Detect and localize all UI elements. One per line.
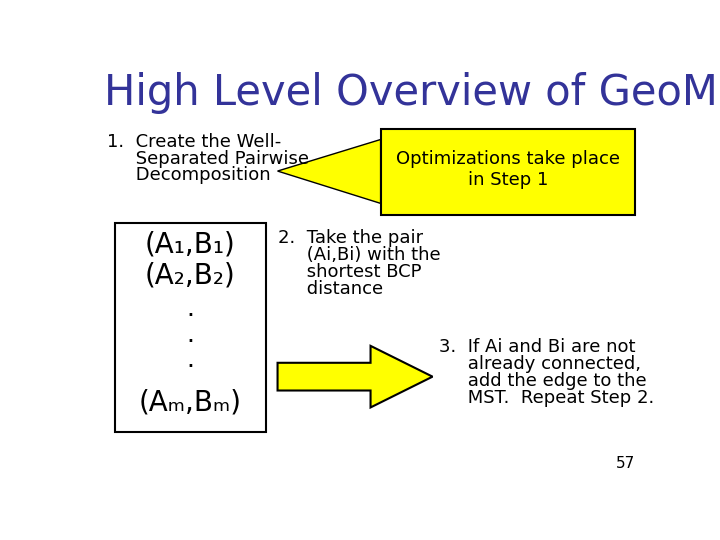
Polygon shape [277, 346, 433, 408]
Text: 1.  Create the Well-: 1. Create the Well- [107, 132, 282, 151]
Text: 57: 57 [616, 456, 635, 470]
Text: Separated Pairwise: Separated Pairwise [107, 150, 309, 167]
Text: Decomposition: Decomposition [107, 166, 271, 185]
Polygon shape [277, 139, 381, 204]
Text: .: . [186, 348, 194, 372]
Text: (Ai,Bi) with the: (Ai,Bi) with the [277, 246, 440, 264]
Text: 2.  Take the pair: 2. Take the pair [277, 229, 423, 247]
Text: (Aₘ,Bₘ): (Aₘ,Bₘ) [139, 388, 242, 416]
Text: in Step 1: in Step 1 [467, 171, 548, 189]
Text: .: . [186, 323, 194, 347]
FancyBboxPatch shape [114, 222, 266, 432]
Text: Optimizations take place: Optimizations take place [396, 150, 620, 168]
Text: distance: distance [277, 280, 382, 298]
Text: (A₂,B₂): (A₂,B₂) [145, 261, 235, 289]
Text: 3.  If Ai and Bi are not: 3. If Ai and Bi are not [438, 338, 635, 356]
Text: MST.  Repeat Step 2.: MST. Repeat Step 2. [438, 389, 654, 407]
Text: add the edge to the: add the edge to the [438, 372, 647, 390]
Text: High Level Overview of GeoMST2: High Level Overview of GeoMST2 [104, 72, 720, 114]
FancyBboxPatch shape [381, 129, 635, 215]
Text: already connected,: already connected, [438, 355, 641, 373]
Text: shortest BCP: shortest BCP [277, 262, 421, 281]
Text: (A₁,B₁): (A₁,B₁) [145, 231, 235, 258]
Text: .: . [186, 298, 194, 321]
